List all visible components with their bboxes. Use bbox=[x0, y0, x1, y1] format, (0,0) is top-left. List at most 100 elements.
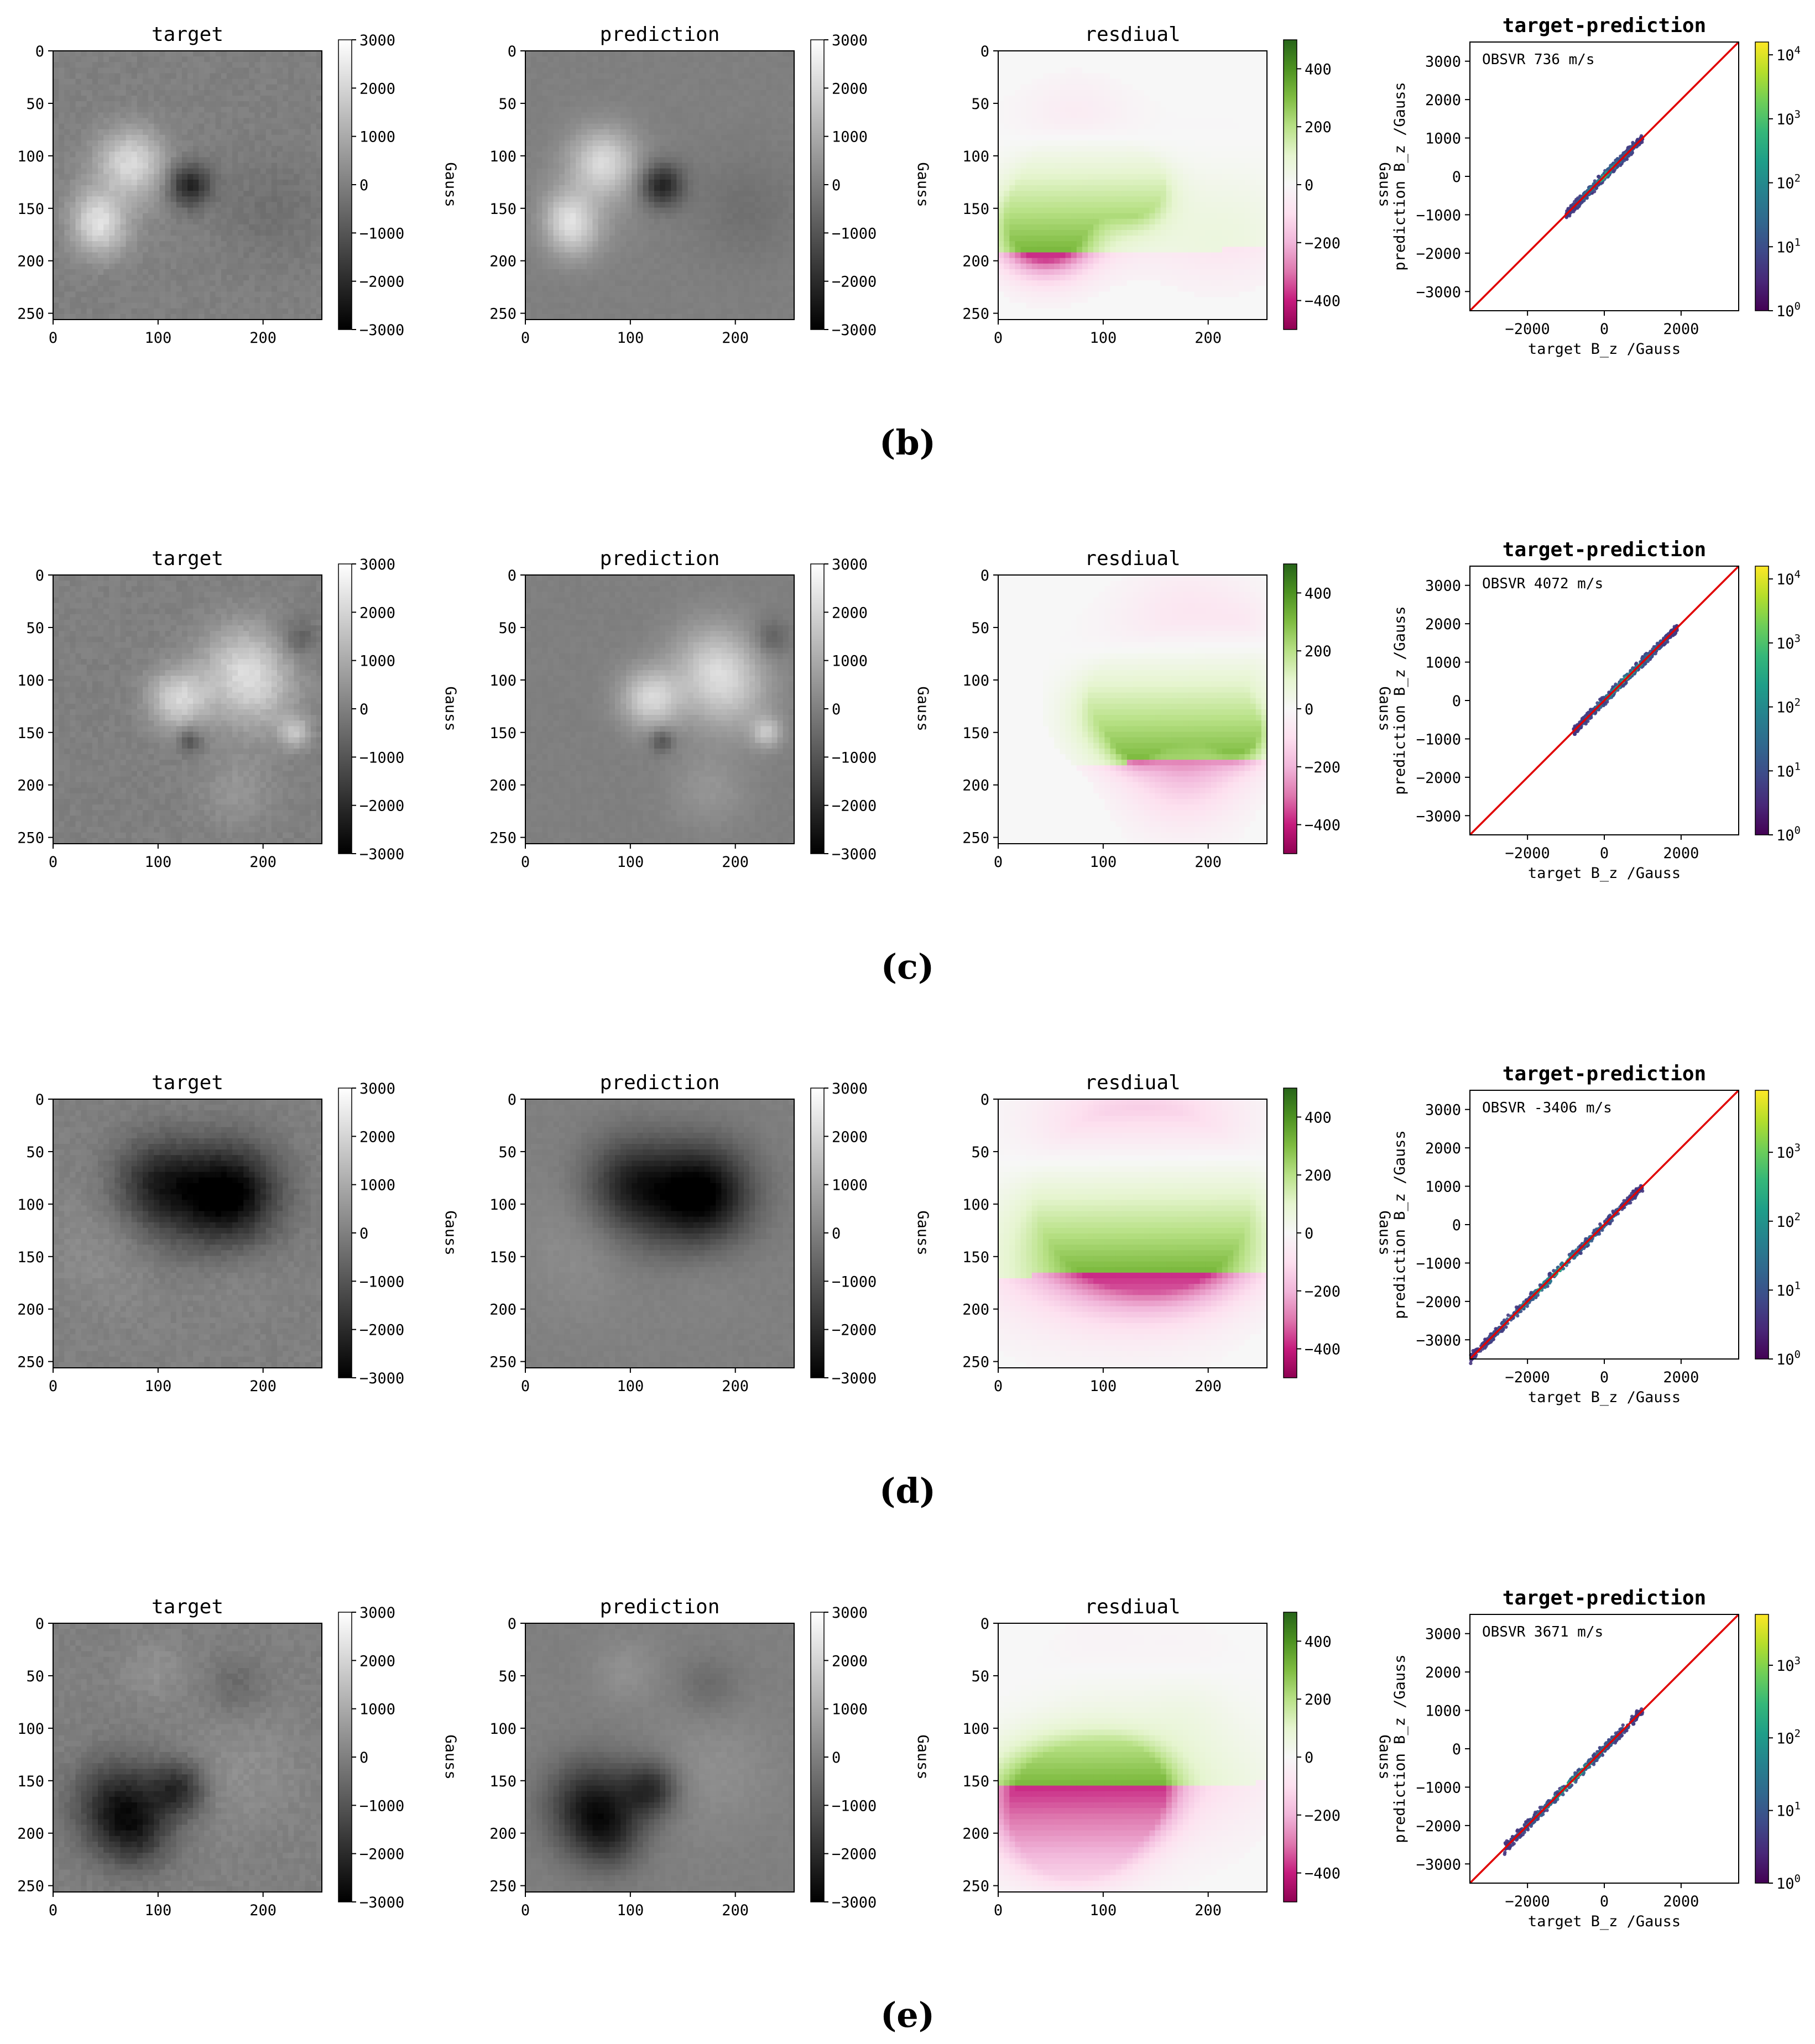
heatmap-cell bbox=[305, 269, 311, 275]
heatmap-cell bbox=[760, 236, 766, 242]
heatmap-cell bbox=[593, 67, 599, 74]
heatmap-cell bbox=[199, 67, 205, 74]
heatmap-cell bbox=[755, 191, 761, 197]
heatmap-cell bbox=[649, 247, 655, 253]
heatmap-cell bbox=[59, 297, 65, 304]
heatmap-cell bbox=[593, 129, 599, 135]
heatmap-cell bbox=[749, 275, 755, 281]
heatmap-cell bbox=[626, 157, 632, 163]
heatmap-cell bbox=[272, 151, 278, 158]
heatmap-cell bbox=[699, 196, 705, 202]
heatmap-cell bbox=[148, 286, 154, 292]
heatmap-cell bbox=[92, 213, 98, 219]
heatmap-cell bbox=[227, 286, 233, 292]
heatmap-cell bbox=[171, 74, 177, 80]
heatmap-cell bbox=[609, 219, 616, 225]
heatmap-cell bbox=[103, 185, 109, 191]
heatmap-cell bbox=[243, 169, 249, 175]
heatmap-cell bbox=[660, 241, 666, 247]
heatmap-cell bbox=[182, 314, 188, 320]
heatmap-cell bbox=[632, 62, 638, 68]
heatmap-cell bbox=[238, 124, 244, 130]
heatmap-cell bbox=[64, 291, 70, 297]
heatmap-cell bbox=[238, 314, 244, 320]
heatmap-cell bbox=[260, 135, 267, 141]
heatmap-cell bbox=[587, 124, 593, 130]
heatmap-cell bbox=[554, 74, 560, 80]
heatmap-cell bbox=[148, 202, 154, 208]
heatmap-cell bbox=[165, 236, 171, 242]
heatmap-cell bbox=[598, 124, 604, 130]
heatmap-cell bbox=[559, 85, 565, 91]
heatmap-cell bbox=[643, 224, 649, 231]
heatmap-cell bbox=[266, 185, 272, 191]
heatmap-cell bbox=[121, 303, 127, 309]
heatmap-cell bbox=[643, 79, 649, 85]
heatmap-cell bbox=[148, 140, 154, 147]
heatmap-cell bbox=[1261, 51, 1268, 57]
heatmap-cell bbox=[710, 191, 716, 197]
heatmap-cell bbox=[733, 174, 739, 180]
heatmap-cell bbox=[70, 74, 76, 80]
heatmap-cell bbox=[176, 112, 182, 118]
heatmap-cell bbox=[766, 67, 772, 74]
heatmap-cell bbox=[693, 264, 700, 270]
heatmap-cell bbox=[733, 51, 739, 57]
heatmap-cell bbox=[187, 118, 194, 124]
heatmap-cell bbox=[294, 258, 300, 264]
heatmap-cell bbox=[727, 297, 733, 304]
heatmap-cell bbox=[1099, 79, 1105, 85]
heatmap-cell bbox=[1155, 56, 1161, 62]
heatmap-cell bbox=[721, 157, 727, 163]
heatmap-cell bbox=[738, 74, 744, 80]
heatmap-cell bbox=[620, 74, 627, 80]
heatmap-cell bbox=[305, 247, 311, 253]
heatmap-cell bbox=[1133, 62, 1139, 68]
heatmap-cell bbox=[210, 151, 216, 158]
heatmap-cell bbox=[772, 247, 778, 253]
heatmap-cell bbox=[227, 202, 233, 208]
heatmap-cell bbox=[70, 202, 76, 208]
heatmap-cell bbox=[604, 219, 610, 225]
heatmap-cell bbox=[531, 169, 537, 175]
heatmap-cell bbox=[176, 191, 182, 197]
heatmap-cell bbox=[260, 230, 267, 236]
heatmap-cell bbox=[632, 202, 638, 208]
heatmap-cell bbox=[272, 51, 278, 57]
heatmap-cell bbox=[59, 101, 65, 107]
heatmap-cell bbox=[755, 264, 761, 270]
heatmap-cell bbox=[570, 79, 576, 85]
heatmap-cell bbox=[132, 118, 138, 124]
heatmap-cell bbox=[604, 101, 610, 107]
heatmap-cell bbox=[70, 280, 76, 286]
heatmap-cell bbox=[171, 62, 177, 68]
heatmap-cell bbox=[554, 241, 560, 247]
heatmap-cell bbox=[565, 219, 571, 225]
heatmap-cell bbox=[243, 219, 249, 225]
heatmap-cell bbox=[609, 303, 616, 309]
heatmap-cell bbox=[632, 112, 638, 118]
heatmap-cell bbox=[749, 174, 755, 180]
heatmap-cell bbox=[593, 157, 599, 163]
heatmap-cell bbox=[154, 247, 160, 253]
heatmap-cell bbox=[64, 151, 70, 158]
heatmap-cell bbox=[255, 112, 261, 118]
heatmap-cell bbox=[210, 314, 216, 320]
heatmap-cell bbox=[1211, 74, 1217, 80]
heatmap-cell bbox=[536, 157, 543, 163]
heatmap-cell bbox=[137, 309, 143, 315]
heatmap-cell bbox=[311, 79, 317, 85]
heatmap-cell bbox=[1222, 62, 1228, 68]
heatmap-cell bbox=[249, 180, 255, 186]
heatmap-cell bbox=[1071, 79, 1077, 85]
heatmap-cell bbox=[148, 297, 154, 304]
heatmap-cell bbox=[182, 56, 188, 62]
heatmap-cell bbox=[733, 169, 739, 175]
heatmap-cell bbox=[159, 174, 165, 180]
heatmap-cell bbox=[620, 51, 627, 57]
heatmap-cell bbox=[649, 314, 655, 320]
heatmap-cell bbox=[126, 85, 132, 91]
heatmap-cell bbox=[654, 219, 660, 225]
heatmap-cell bbox=[204, 291, 210, 297]
heatmap-cell bbox=[760, 219, 766, 225]
